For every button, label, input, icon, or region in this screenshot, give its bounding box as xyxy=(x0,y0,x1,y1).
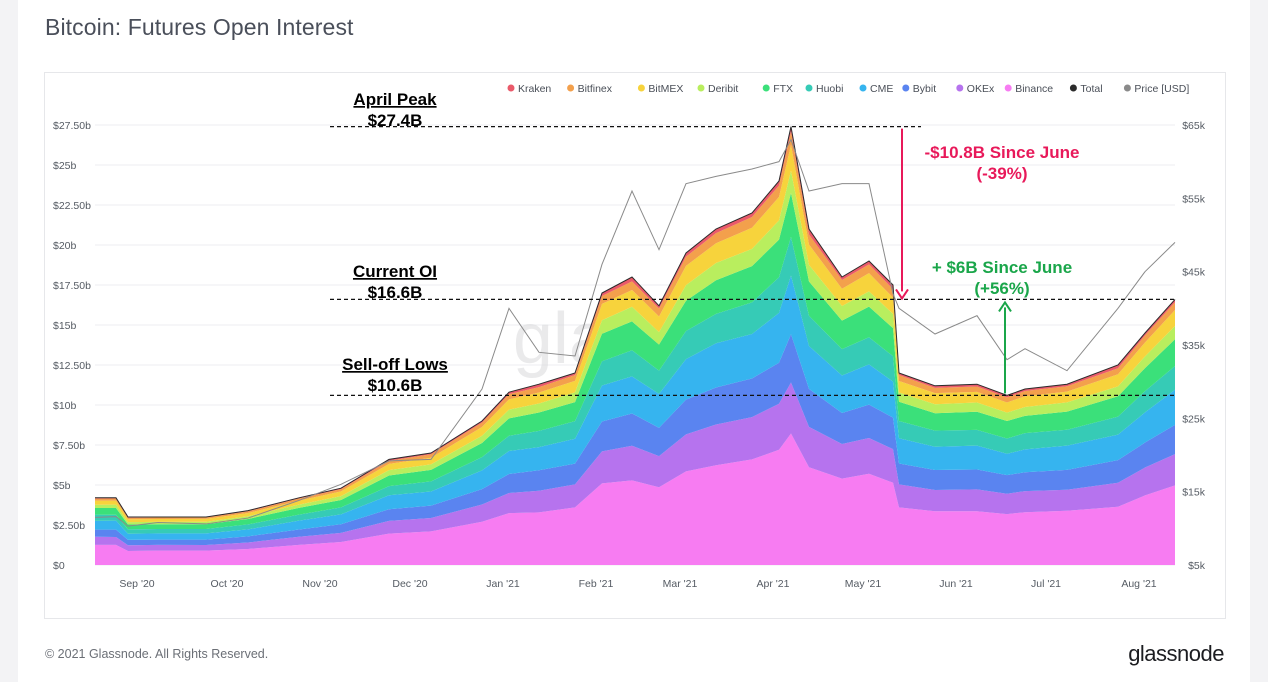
area-binance xyxy=(95,433,1175,565)
legend-dot xyxy=(697,84,705,92)
legend-label: Binance xyxy=(1015,83,1053,95)
area-cme xyxy=(95,275,1175,540)
selloff-lows-value: $10.6B xyxy=(368,376,423,395)
total-oi-line xyxy=(95,126,1176,518)
axes: $0 $2.50b $5b $7.50b $10b $12.50b $15b $17.50b $… xyxy=(53,120,1206,590)
red-arrow-head xyxy=(895,288,909,301)
x-tick-label: Mar '21 xyxy=(663,578,698,590)
footer-copyright: © 2021 Glassnode. All Rights Reserved. xyxy=(45,647,269,661)
series-lines xyxy=(94,126,1176,527)
red-change-line1: -$10.8B Since June xyxy=(925,143,1080,162)
legend-label: Huobi xyxy=(816,83,843,95)
annotations: April Peak $27.4B Current OI $16.6B Sell-off… xyxy=(330,90,1175,396)
x-tick-label: Oct '20 xyxy=(211,578,244,590)
y-right-tick-label: $5k xyxy=(1188,560,1206,572)
y-left-tick-label: $17.50b xyxy=(53,280,91,292)
current-oi-title: Current OI xyxy=(353,262,437,281)
area-bybit xyxy=(95,334,1175,546)
y-left-tick-label: $20b xyxy=(53,240,77,252)
legend-label: Total xyxy=(1080,83,1102,95)
legend-label: FTX xyxy=(773,83,793,95)
legend-dot xyxy=(1069,84,1077,92)
current-oi-value: $16.6B xyxy=(368,283,423,302)
legend-dot xyxy=(956,84,964,92)
legend-dot xyxy=(805,84,813,92)
x-tick-label: Feb '21 xyxy=(579,578,614,590)
x-tick-label: Dec '20 xyxy=(392,578,427,590)
y-left-tick-label: $12.50b xyxy=(53,360,91,372)
legend-label: BitMEX xyxy=(648,83,683,95)
x-tick-label: Sep '20 xyxy=(119,578,154,590)
green-change-line1: + $6B Since June xyxy=(932,258,1072,277)
legend-dot xyxy=(567,84,575,92)
x-tick-label: Jun '21 xyxy=(939,578,973,590)
y-right-tick-label: $35k xyxy=(1182,340,1206,352)
x-tick-label: Jan '21 xyxy=(486,578,520,590)
april-peak-title: April Peak xyxy=(353,90,437,109)
legend-label: Bybit xyxy=(913,83,936,95)
y-left-tick-label: $25b xyxy=(53,160,77,172)
x-tick-label: Apr '21 xyxy=(757,578,790,590)
legend-label: Bitfinex xyxy=(578,83,613,95)
april-peak-value: $27.4B xyxy=(368,111,423,130)
legend-label: Deribit xyxy=(708,83,738,95)
x-tick-label: May '21 xyxy=(845,578,882,590)
price-line xyxy=(94,138,1176,527)
selloff-lows-title: Sell-off Lows xyxy=(342,355,448,374)
y-left-tick-label: $0 xyxy=(53,560,65,572)
page-title: Bitcoin: Futures Open Interest xyxy=(45,14,354,40)
futures-oi-chart: glassnode $0$2.50b$5b$7.50b$10b$12.50b$1… xyxy=(53,83,1206,590)
y-right-tick-label: $55k xyxy=(1182,193,1206,205)
red-change-line2: (-39%) xyxy=(976,164,1027,183)
chart-frame: glassnode $0$2.50b$5b$7.50b$10b$12.50b$1… xyxy=(44,72,1226,619)
y-left-tick-label: $15b xyxy=(53,320,77,332)
legend-dot xyxy=(1123,84,1131,92)
y-right-tick-label: $65k xyxy=(1182,120,1206,132)
y-left-tick-label: $10b xyxy=(53,400,77,412)
legend-dot xyxy=(859,84,867,92)
y-right-tick-label: $25k xyxy=(1182,413,1206,425)
area-okex xyxy=(95,382,1175,552)
legend-dot xyxy=(902,84,910,92)
y-right-tick-label: $45k xyxy=(1182,267,1206,279)
y-left-tick-label: $5b xyxy=(53,480,71,492)
y-left-tick-label: $22.50b xyxy=(53,200,91,212)
legend-dot xyxy=(762,84,770,92)
y-left-tick-label: $7.50b xyxy=(53,440,85,452)
y-left-tick-label: $2.50b xyxy=(53,520,85,532)
legend-dot xyxy=(637,84,645,92)
y-right-tick-label: $15k xyxy=(1182,487,1206,499)
green-change-line2: (+56%) xyxy=(974,279,1029,298)
legend-label: OKEx xyxy=(967,83,995,95)
legend-dot xyxy=(507,84,515,92)
x-tick-label: Nov '20 xyxy=(302,578,337,590)
legend-label: Kraken xyxy=(518,83,551,95)
legend: Kraken Bitfinex BitMEX Deribit FTX Huobi CME By… xyxy=(507,83,1189,95)
green-arrow-head xyxy=(998,300,1012,312)
x-tick-label: Aug '21 xyxy=(1121,578,1156,590)
legend-dot xyxy=(1004,84,1012,92)
footer-logo: glassnode xyxy=(1128,641,1224,666)
x-tick-label: Jul '21 xyxy=(1031,578,1061,590)
legend-label: CME xyxy=(870,83,893,95)
stacked-areas xyxy=(95,126,1175,565)
y-left-tick-label: $27.50b xyxy=(53,120,91,132)
legend-label: Price [USD] xyxy=(1134,83,1189,95)
